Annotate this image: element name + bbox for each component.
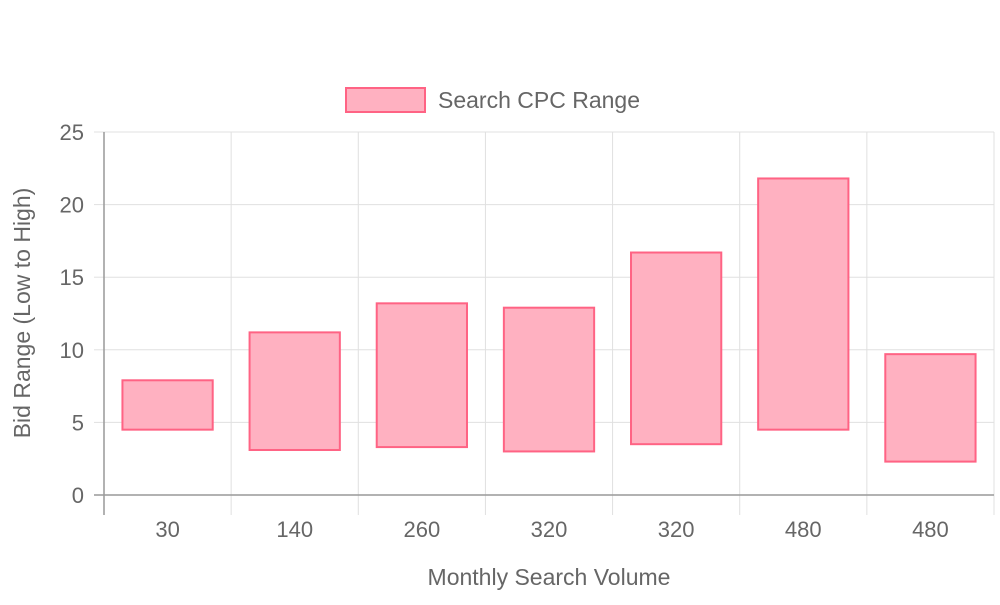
range-bar[interactable] <box>121 379 214 431</box>
legend-swatch[interactable] <box>345 87 426 113</box>
x-tick-label: 320 <box>531 517 568 542</box>
y-tick-label: 25 <box>60 120 84 145</box>
range-bar[interactable] <box>884 353 977 463</box>
x-tick-label: 30 <box>155 517 179 542</box>
y-axis-title: Bid Range (Low to High) <box>9 188 35 439</box>
bar-layer <box>121 177 977 463</box>
range-bar[interactable] <box>375 302 468 449</box>
x-tick-label: 320 <box>658 517 695 542</box>
x-tick-label: 480 <box>785 517 822 542</box>
y-tick-label: 20 <box>60 193 84 218</box>
x-tick-label: 260 <box>403 517 440 542</box>
legend-label[interactable]: Search CPC Range <box>438 87 640 113</box>
axis-layer: 0 5 10 15 20 25 30 140 260 320 320 480 480 <box>60 120 995 542</box>
legend[interactable]: Search CPC Range <box>345 87 640 113</box>
x-tick-label: 480 <box>912 517 949 542</box>
range-bar[interactable] <box>630 251 723 446</box>
y-tick-label: 0 <box>72 483 84 508</box>
x-axis-title: Monthly Search Volume <box>428 564 671 590</box>
x-tick-label: 140 <box>276 517 313 542</box>
y-tick-label: 5 <box>72 410 84 435</box>
range-bar[interactable] <box>248 331 341 451</box>
range-bar[interactable] <box>502 306 596 453</box>
y-tick-label: 10 <box>60 338 84 363</box>
range-bar[interactable] <box>757 177 850 431</box>
y-tick-label: 15 <box>60 265 84 290</box>
